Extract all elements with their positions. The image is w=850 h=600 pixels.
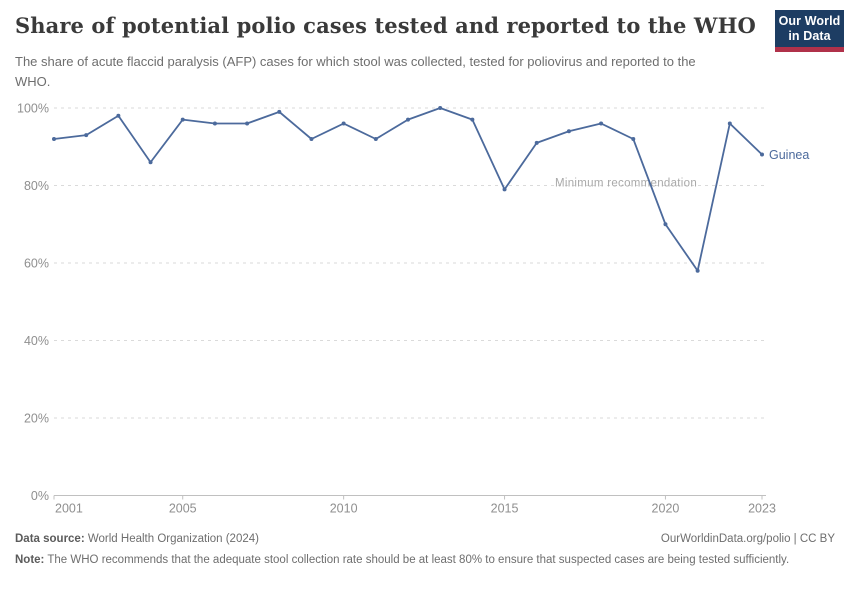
data-point-2013[interactable] (438, 106, 443, 110)
chart-note: Note: The WHO recommends that the adequa… (15, 552, 807, 568)
data-point-2001[interactable] (52, 137, 56, 141)
chart-footer: Data source: World Health Organization (… (15, 533, 835, 545)
x-tick-label: 2023 (748, 502, 776, 516)
data-source-value: World Health Organization (2024) (87, 533, 259, 545)
data-point-2019[interactable] (631, 137, 636, 141)
data-point-2008[interactable] (277, 109, 282, 114)
y-tick-label: 60% (24, 257, 49, 271)
data-point-2022[interactable] (727, 121, 732, 126)
page-title: Share of potential polio cases tested an… (15, 13, 756, 38)
data-point-2017[interactable] (566, 129, 571, 134)
data-point-2021[interactable] (695, 268, 700, 273)
attribution-link[interactable]: OurWorldinData.org/polio | CC BY (660, 533, 835, 545)
data-point-2023[interactable] (760, 152, 764, 157)
data-point-2002[interactable] (84, 133, 89, 138)
chart-note-text: The WHO recommends that the adequate sto… (47, 554, 790, 566)
minimum-recommendation-label: Minimum recommendation (555, 178, 697, 190)
data-point-2014[interactable] (470, 117, 475, 122)
data-source: Data source: World Health Organization (… (15, 533, 259, 545)
data-point-2009[interactable] (309, 137, 314, 141)
data-source-label: Data source: (15, 533, 85, 545)
y-tick-label: 20% (24, 412, 49, 426)
data-point-2006[interactable] (212, 121, 217, 126)
data-point-2018[interactable] (599, 121, 604, 126)
data-point-2012[interactable] (406, 117, 410, 122)
data-point-2020[interactable] (663, 222, 668, 227)
data-point-2004[interactable] (148, 160, 153, 165)
x-tick-label: 2020 (652, 502, 680, 516)
owid-logo[interactable]: Our World in Data (775, 10, 844, 52)
data-point-2011[interactable] (373, 137, 378, 141)
data-point-2005[interactable] (180, 117, 185, 122)
y-tick-label: 40% (24, 334, 49, 348)
y-tick-label: 100% (17, 102, 49, 116)
y-tick-label: 0% (31, 489, 49, 503)
chart-note-label: Note: (15, 554, 45, 566)
x-tick-label: 2015 (491, 502, 519, 516)
series-end-label[interactable]: Guinea (769, 148, 809, 162)
data-point-2016[interactable] (534, 140, 539, 145)
data-point-2015[interactable] (502, 187, 507, 192)
data-point-2003[interactable] (116, 113, 121, 118)
x-tick-label: 2005 (169, 502, 197, 516)
owid-logo-line1: Our World (778, 14, 841, 29)
x-tick-label: 2010 (330, 502, 358, 516)
data-point-2007[interactable] (245, 121, 250, 126)
owid-logo-line2: in Data (788, 28, 831, 43)
y-tick-label: 80% (24, 179, 49, 193)
x-tick-label: 2001 (55, 502, 83, 516)
chart-subtitle: The share of acute flaccid paralysis (AF… (15, 54, 696, 89)
data-point-2010[interactable] (341, 121, 346, 126)
